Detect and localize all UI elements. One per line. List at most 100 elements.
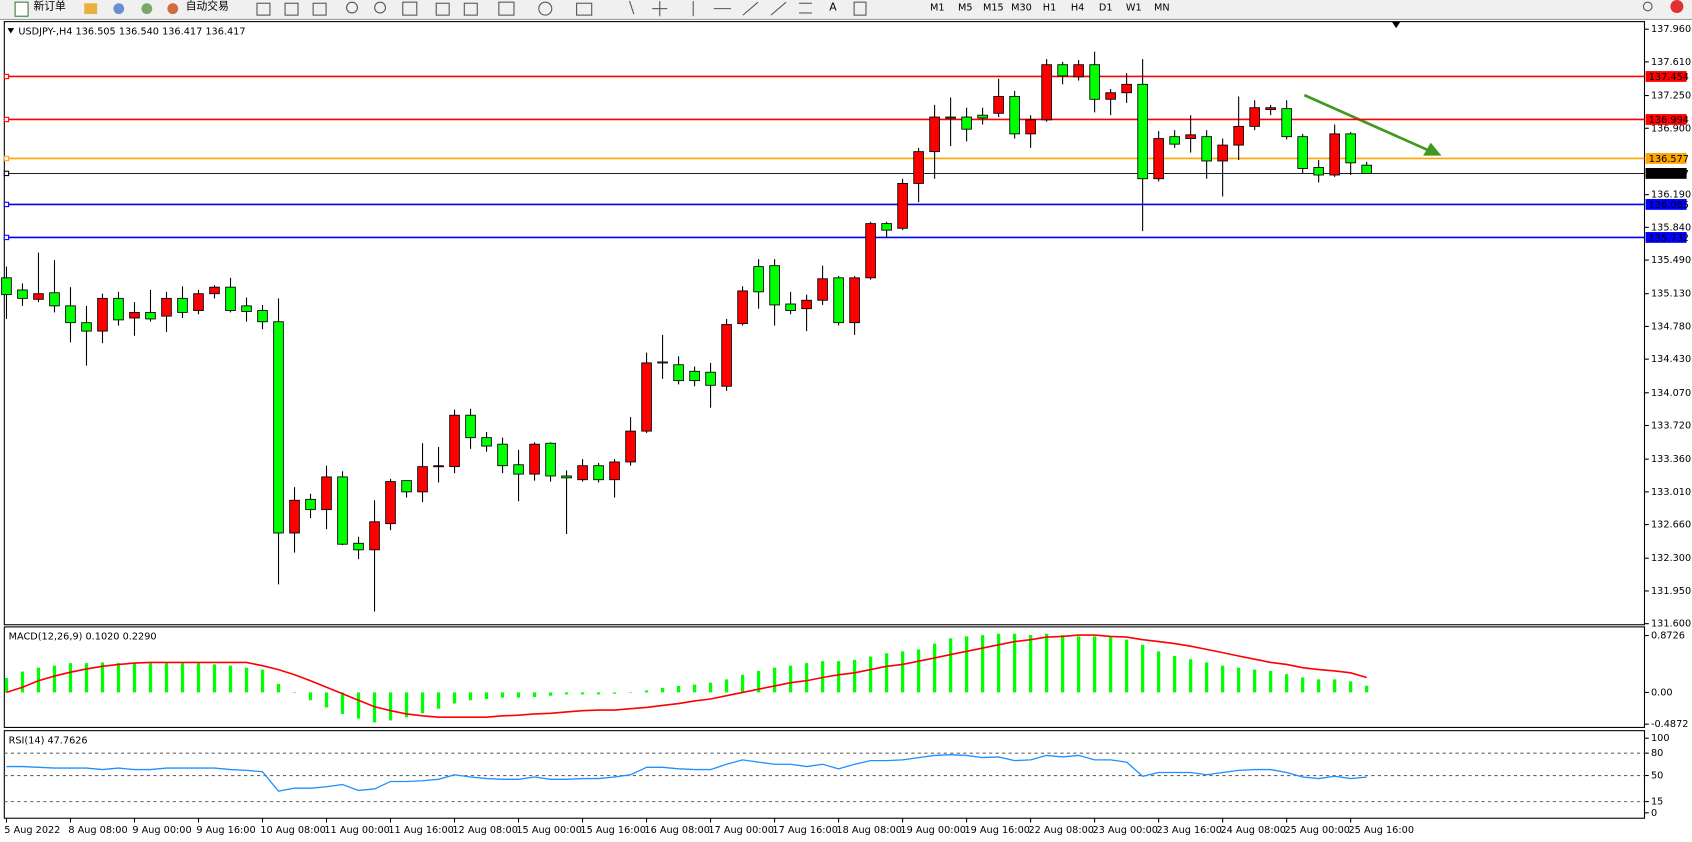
macd-histogram-bar <box>308 692 313 701</box>
candle-body <box>273 321 284 534</box>
timeframe-button[interactable]: H4 <box>1071 3 1084 14</box>
timeframe-button[interactable]: D1 <box>1099 3 1113 14</box>
price-level-handle <box>3 201 10 208</box>
price-level-label: 136.994 <box>1649 115 1689 126</box>
toolbar-icon[interactable] <box>576 2 593 16</box>
macd-histogram-bar <box>132 663 137 693</box>
timeframe-button[interactable]: M5 <box>958 3 973 14</box>
new-order-button[interactable]: 新订单 <box>33 0 66 12</box>
toolbar-icon[interactable] <box>84 3 98 15</box>
candle-body <box>1089 64 1100 100</box>
macd-histogram-bar <box>628 692 633 693</box>
candle-body <box>465 414 476 439</box>
indicator-title: MACD(12,26,9) 0.1020 0.2290 <box>9 632 157 643</box>
candle-body <box>1169 136 1180 145</box>
zoom-out-icon[interactable] <box>374 1 387 14</box>
macd-histogram-bar <box>436 692 441 709</box>
candle-body <box>785 303 796 311</box>
toolbar-icon[interactable] <box>141 3 153 15</box>
macd-histogram-bar <box>980 635 985 693</box>
price-level-handle <box>3 73 10 80</box>
trendline-icon[interactable] <box>742 1 759 16</box>
candle-body <box>1 277 12 296</box>
new-order-icon[interactable] <box>14 1 29 17</box>
candle-body <box>1329 133 1340 176</box>
macd-signal-line <box>6 634 1367 718</box>
macd-histogram-bar <box>804 663 809 693</box>
y-tick-label: 132.300 <box>1651 553 1691 564</box>
toolbar-icon[interactable] <box>435 2 450 16</box>
trend-arrow-head <box>1423 142 1442 156</box>
candle-body <box>833 277 844 324</box>
macd-histogram-bar <box>772 667 777 693</box>
candle-body <box>129 311 140 319</box>
trend-arrow <box>1303 93 1432 153</box>
candle-body <box>705 371 716 386</box>
candle-body <box>337 476 348 545</box>
toolbar-icon[interactable] <box>463 2 478 16</box>
timeframe-button[interactable]: M1 <box>930 3 945 14</box>
macd-histogram-bar <box>1285 674 1289 693</box>
indicator-title: RSI(14) 47.7626 <box>9 735 88 746</box>
macd-histogram-bar <box>260 669 265 693</box>
timeframe-button[interactable]: MN <box>1154 3 1170 14</box>
y-tick-label: 133.360 <box>1651 454 1691 465</box>
price-level-tag <box>1645 114 1687 125</box>
macd-histogram-bar <box>516 692 521 698</box>
toolbar-icon[interactable] <box>312 2 327 16</box>
candle-body <box>689 370 700 382</box>
auto-trading-button[interactable]: 自动交易 <box>186 0 229 12</box>
macd-histogram-bar <box>1365 685 1369 693</box>
candle-body <box>977 114 988 119</box>
x-tick-label: 22 Aug 08:00 <box>1028 825 1093 836</box>
candle-body <box>721 324 732 387</box>
y-tick-label: 135.840 <box>1651 222 1691 233</box>
macd-histogram-bar <box>1157 651 1161 693</box>
candle-body <box>913 151 924 184</box>
x-tick-label: 10 Aug 08:00 <box>260 825 325 836</box>
timeframe-button[interactable]: W1 <box>1126 3 1142 14</box>
candle-body <box>193 293 204 311</box>
candle-body <box>1073 64 1084 78</box>
zoom-in-icon[interactable] <box>346 1 358 14</box>
macd-histogram-bar <box>468 692 473 701</box>
timeframe-button[interactable]: M30 <box>1011 3 1032 14</box>
y-tick-label: 133.010 <box>1651 487 1691 498</box>
macd-histogram-bar <box>420 692 425 714</box>
candle-body <box>1217 144 1228 162</box>
macd-histogram-bar <box>1061 635 1065 693</box>
timeframe-button[interactable]: M15 <box>983 3 1004 14</box>
auto-trading-icon[interactable] <box>167 3 179 15</box>
toolbar-icon[interactable] <box>284 2 299 16</box>
macd-histogram-bar <box>180 663 185 693</box>
macd-histogram-bar <box>1205 662 1209 693</box>
toolbar-icon[interactable] <box>538 1 553 16</box>
y-tick-label: 0.00 <box>1651 687 1673 698</box>
search-icon[interactable] <box>1642 1 1653 12</box>
macd-histogram-bar <box>356 692 361 719</box>
candle-body <box>17 289 28 299</box>
timeframe-button[interactable]: H1 <box>1043 3 1056 14</box>
macd-histogram-bar <box>788 665 793 693</box>
candle-body <box>1153 138 1164 180</box>
toolbar-icon[interactable] <box>498 1 515 16</box>
text-label-icon[interactable] <box>853 1 867 16</box>
macd-histogram-bar <box>324 692 329 708</box>
candle-body <box>1249 107 1260 127</box>
candle-body <box>81 322 92 332</box>
x-tick-label: 25 Aug 00:00 <box>1284 825 1349 836</box>
candle-body <box>577 465 588 481</box>
toolbar-icon[interactable] <box>113 3 125 15</box>
candle-body <box>353 542 364 551</box>
cursor-icon[interactable] <box>628 0 635 15</box>
y-tick-label: 0 <box>1651 808 1657 819</box>
channel-icon[interactable] <box>770 1 787 16</box>
notification-icon[interactable] <box>1670 0 1684 13</box>
candle-body <box>561 475 572 479</box>
candle-body <box>657 361 668 364</box>
text-tool-icon[interactable]: A <box>829 1 837 14</box>
toolbar-icon[interactable] <box>256 2 271 16</box>
toolbar: 新订单 自动交易 <box>0 0 1692 20</box>
candle-body <box>1281 108 1292 138</box>
toolbar-icon[interactable] <box>402 1 418 16</box>
